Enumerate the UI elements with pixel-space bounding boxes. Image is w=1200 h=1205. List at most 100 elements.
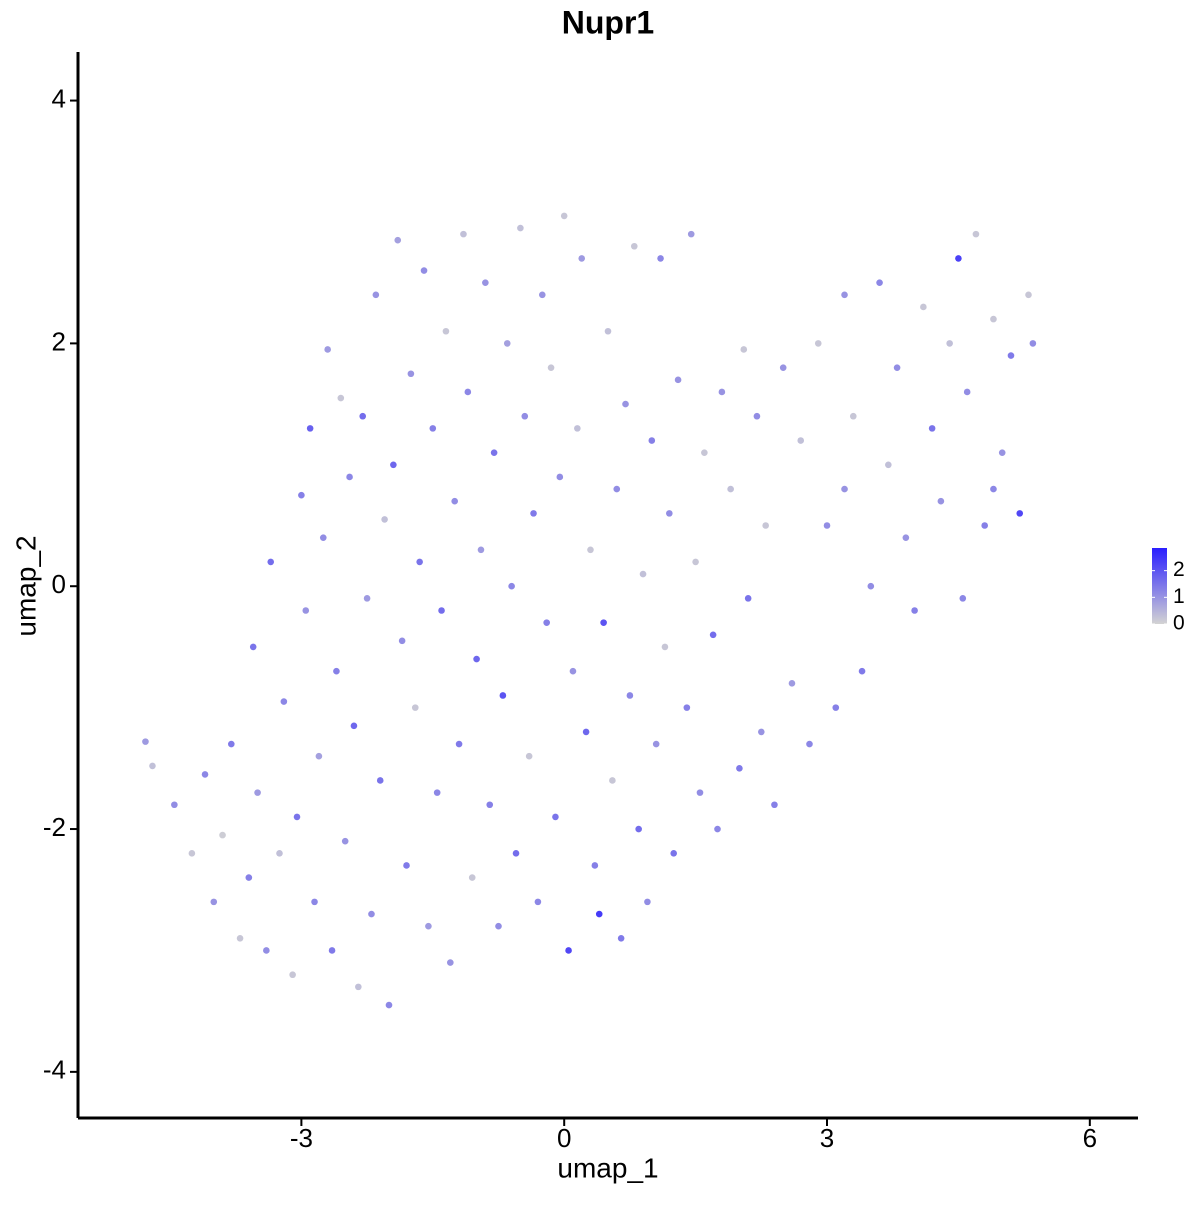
- point: [1016, 510, 1024, 517]
- point: [324, 346, 331, 353]
- point: [376, 777, 384, 784]
- point: [455, 740, 463, 748]
- point: [355, 983, 362, 991]
- point: [512, 850, 520, 857]
- point: [276, 850, 283, 857]
- colorbar-label: 0: [1173, 612, 1185, 635]
- point: [149, 762, 156, 770]
- point: [289, 971, 296, 979]
- point: [744, 595, 752, 602]
- point: [670, 850, 678, 857]
- point: [600, 619, 607, 626]
- point: [595, 910, 603, 918]
- point: [442, 327, 450, 335]
- point: [560, 212, 568, 220]
- point: [674, 376, 682, 384]
- point: [464, 388, 472, 396]
- point: [617, 935, 625, 942]
- colorbar-label: 1: [1173, 585, 1185, 608]
- y-tick-label: 4: [52, 83, 66, 113]
- point: [543, 619, 550, 626]
- point: [666, 510, 673, 517]
- point: [385, 1001, 393, 1009]
- point: [762, 522, 769, 529]
- point: [727, 485, 734, 493]
- x-tick-label: 3: [820, 1123, 834, 1153]
- point: [236, 935, 244, 942]
- point: [368, 910, 375, 918]
- point: [867, 582, 875, 590]
- point: [490, 449, 498, 456]
- point: [587, 546, 594, 554]
- point: [219, 831, 226, 839]
- point: [565, 947, 572, 954]
- point: [709, 631, 717, 639]
- point: [990, 315, 997, 323]
- point: [955, 255, 962, 262]
- point: [438, 607, 445, 614]
- colorbar-label: 2: [1173, 558, 1185, 581]
- point: [574, 425, 581, 432]
- point: [639, 570, 647, 578]
- point: [381, 516, 388, 523]
- point: [841, 485, 848, 493]
- point: [578, 255, 586, 262]
- point: [517, 224, 524, 232]
- point: [849, 412, 857, 420]
- point: [503, 340, 511, 347]
- point: [635, 825, 642, 833]
- point: [893, 364, 901, 371]
- y-tick-label: 0: [52, 569, 66, 599]
- point: [530, 510, 537, 517]
- point: [832, 704, 840, 711]
- point: [714, 825, 721, 833]
- point: [604, 327, 612, 335]
- point: [556, 473, 564, 481]
- point: [911, 607, 918, 614]
- point: [171, 801, 178, 809]
- y-tick-label: -4: [43, 1055, 66, 1085]
- point: [788, 680, 796, 687]
- point: [407, 370, 415, 378]
- point: [359, 412, 367, 420]
- point: [613, 485, 621, 493]
- point: [569, 667, 577, 675]
- point: [534, 898, 542, 906]
- point: [495, 922, 502, 930]
- point: [661, 643, 669, 651]
- point: [306, 425, 314, 432]
- point: [451, 497, 458, 505]
- point: [582, 728, 590, 736]
- point: [333, 667, 340, 675]
- colorbar: [1152, 548, 1167, 624]
- point: [315, 752, 323, 760]
- point: [411, 704, 419, 711]
- point: [981, 522, 988, 529]
- point: [433, 789, 441, 796]
- point: [460, 230, 467, 238]
- point: [928, 425, 936, 432]
- point: [648, 437, 656, 444]
- x-tick-label: -3: [290, 1123, 313, 1153]
- point: [622, 400, 629, 408]
- point: [210, 898, 218, 906]
- point: [644, 898, 651, 906]
- x-tick-label: 6: [1083, 1123, 1097, 1153]
- point: [657, 255, 664, 262]
- point: [245, 874, 253, 881]
- point: [814, 340, 822, 347]
- point: [350, 722, 358, 730]
- point: [591, 862, 599, 869]
- point: [425, 922, 432, 930]
- point: [394, 236, 402, 244]
- point: [468, 874, 476, 881]
- point: [521, 412, 529, 420]
- point: [293, 813, 301, 821]
- point: [302, 607, 310, 614]
- point: [1025, 291, 1032, 299]
- point: [298, 491, 305, 499]
- point: [201, 771, 209, 778]
- point: [696, 789, 704, 796]
- point: [228, 740, 235, 748]
- point: [990, 485, 997, 493]
